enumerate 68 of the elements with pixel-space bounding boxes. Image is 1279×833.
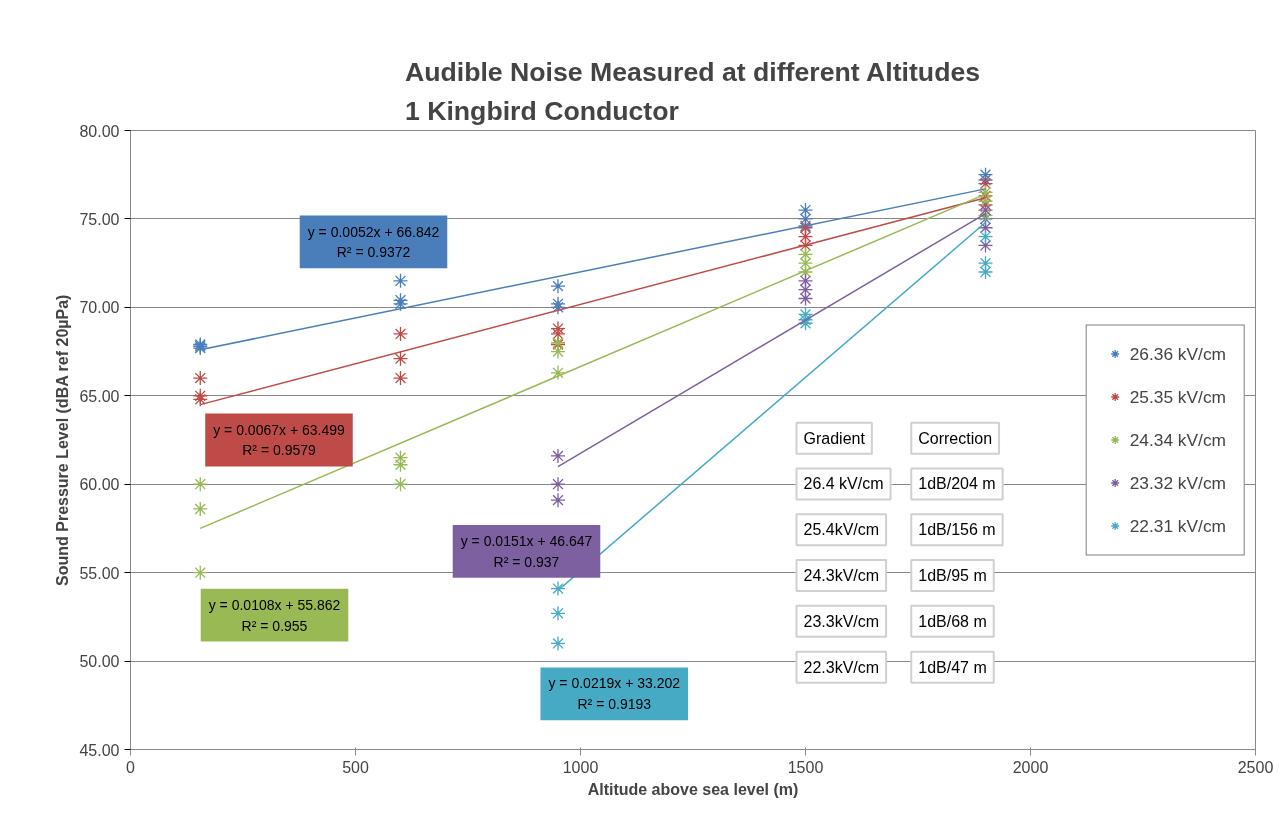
x-tick-label: 2000	[1012, 758, 1049, 776]
annotation: y = 0.0219x + 33.202 R² = 0.9193	[548, 675, 681, 713]
annotation: 1dB/156 m	[918, 521, 996, 539]
annotation: 24.3kV/cm	[803, 567, 880, 585]
point	[392, 476, 409, 492]
legend-label: 25.35 kV/cm	[1129, 386, 1226, 407]
point	[977, 228, 994, 245]
y-tick-label: 50.00	[79, 653, 120, 671]
point	[192, 370, 208, 386]
point	[797, 228, 814, 245]
point	[392, 273, 409, 289]
y-tick-label: 65.00	[79, 387, 120, 405]
annotation: y = 0.0151x + 46.647 R² = 0.937	[460, 533, 593, 570]
annotation: 1dB/68 m	[918, 612, 987, 630]
point	[550, 580, 566, 597]
annotation: 25.4kV/cm	[803, 521, 880, 539]
annotation: y = 0.0067x + 63.499 R² = 0.9579	[213, 421, 345, 459]
y-tick-label: 55.00	[79, 564, 120, 582]
point	[550, 448, 566, 464]
x-axis-title: Altitude above sea level (m)	[587, 780, 799, 798]
annotation: Correction	[918, 429, 993, 447]
legend-label: 24.34 kV/cm	[1129, 429, 1226, 450]
x-tick-label: 0	[126, 758, 136, 776]
y-tick-label: 70.00	[79, 299, 120, 317]
point	[392, 370, 409, 386]
point	[550, 605, 566, 621]
annotation: 26.4 kV/cm	[803, 475, 884, 493]
point	[550, 278, 566, 294]
point	[797, 282, 814, 298]
point	[977, 202, 994, 218]
point	[550, 299, 566, 316]
annotation: y = 0.0108x + 55.862 R² = 0.955	[208, 596, 341, 634]
point	[192, 476, 208, 492]
annotation: 1dB/95 m	[918, 567, 987, 585]
annotation: 22.3kV/cm	[803, 658, 880, 676]
annotation: 23.3kV/cm	[803, 612, 880, 630]
legend-label: 23.32 kV/cm	[1129, 472, 1226, 493]
y-tick-label: 60.00	[79, 476, 120, 494]
annotation: y = 0.0052x + 66.842 R² = 0.9372	[307, 223, 440, 261]
point	[550, 492, 566, 508]
y-axis-title: Sound Pressure Level (dBA ref 20µPa)	[54, 294, 72, 586]
point	[392, 351, 409, 367]
point	[550, 365, 566, 381]
point	[392, 457, 409, 473]
y-tick-label: 45.00	[79, 741, 120, 759]
point	[977, 264, 994, 280]
annotation: 1dB/204 m	[918, 475, 996, 493]
point	[550, 343, 566, 360]
point	[392, 292, 409, 308]
x-tick-label: 1000	[562, 758, 599, 776]
point	[550, 296, 566, 312]
point	[392, 326, 409, 342]
point	[550, 476, 566, 492]
point	[192, 501, 208, 517]
annotation: Gradient	[803, 429, 866, 447]
point	[392, 296, 409, 312]
legend-label: 22.31 kV/cm	[1129, 515, 1226, 536]
legend-label: 26.36 kV/cm	[1129, 343, 1226, 364]
x-tick-label: 2500	[1237, 758, 1274, 776]
annotation: 1dB/47 m	[918, 658, 987, 676]
point	[550, 635, 566, 652]
x-tick-label: 500	[342, 758, 369, 776]
chart-title: Audible Noise Measured at different Altitudes 1 Kingbird Conductor	[404, 56, 981, 126]
point	[797, 290, 814, 307]
y-tick-label: 75.00	[79, 210, 120, 228]
x-tick-label: 1500	[787, 758, 824, 776]
y-tick-label: 80.00	[79, 122, 120, 140]
point	[192, 564, 208, 581]
